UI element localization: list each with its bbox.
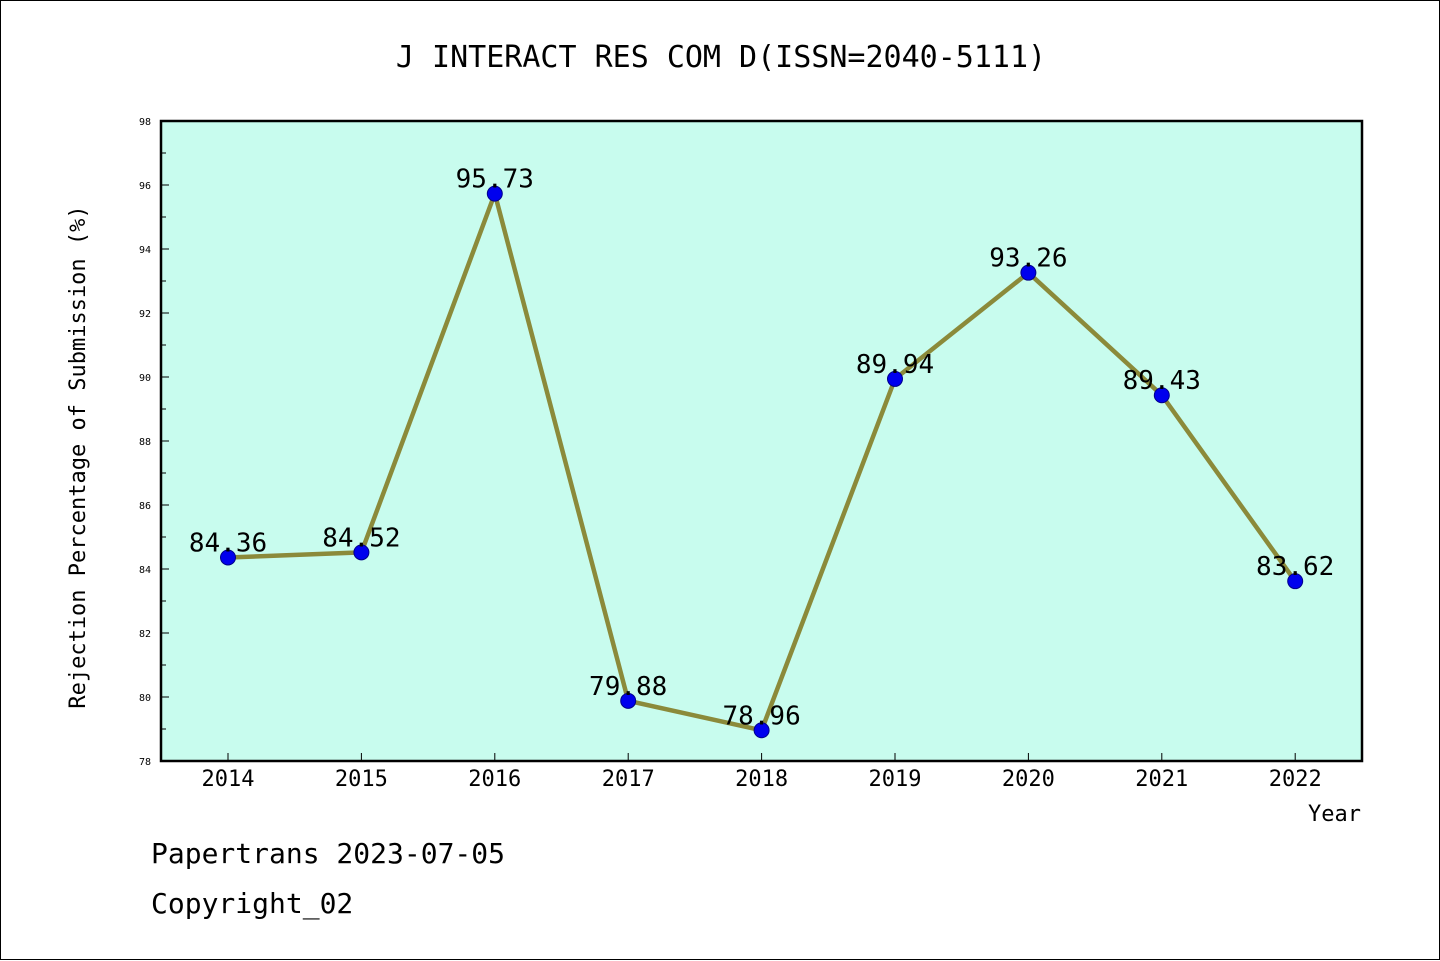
data-point [353,544,370,561]
data-point [486,185,503,202]
chart-title: J INTERACT RES COM D(ISSN=2040-5111) [396,40,1046,75]
data-label: 89.94 [856,350,934,380]
footer-copyright: Copyright_02 [151,887,354,920]
x-tick-label: 2022 [1269,767,1322,792]
data-point [887,370,903,387]
plot-area [159,119,1364,763]
data-point [1153,387,1170,404]
x-tick-label: 2020 [1002,767,1055,792]
y-tick-label: 84 [139,565,151,576]
data-label: 78.96 [722,701,800,731]
x-tick-label: 2018 [735,767,788,792]
series-line-group: 84.36 84.52 95.73 79.88 78.96 89.94 93.26 89.43… [189,165,1334,739]
data-label: 84.52 [322,523,400,553]
data-point [1287,573,1304,590]
y-axis-label: Rejection Percentage of Submission (%) [66,205,91,708]
x-tick-label: 2017 [602,767,655,792]
x-tick-label: 2019 [869,767,922,792]
y-tick-label: 82 [139,629,151,640]
y-tick-label: 98 [139,117,151,128]
data-label: 83.62 [1256,552,1334,582]
x-tick-label: 2015 [335,767,388,792]
y-tick-label: 94 [139,245,151,256]
x-axis-ticks: 2014 2015 2016 2017 2018 2019 2020 2021 2022 [202,753,1322,792]
y-tick-label: 92 [139,309,151,320]
y-tick-label: 90 [139,373,151,384]
data-point [620,692,637,709]
x-tick-label: 2014 [202,767,255,792]
data-label: 79.88 [589,672,667,702]
x-tick-label: 2021 [1135,767,1188,792]
footer-publisher-date: Papertrans 2023-07-05 [151,837,506,870]
y-tick-label: 80 [139,693,151,704]
y-tick-label: 86 [139,501,151,512]
x-axis-label: Year [1308,802,1361,827]
y-axis-ticks: 78 80 82 84 86 88 90 92 94 96 98 [139,117,169,768]
data-point [220,549,236,566]
y-tick-label: 96 [139,181,151,192]
x-tick-label: 2016 [468,767,521,792]
data-label: 84.36 [189,528,267,558]
data-point [753,722,770,739]
y-tick-label: 78 [139,757,151,768]
y-tick-label: 88 [139,437,151,448]
data-label: 93.26 [989,244,1067,274]
data-label: 89.43 [1123,366,1201,396]
data-label: 95.73 [456,165,534,195]
data-point [1020,264,1037,281]
